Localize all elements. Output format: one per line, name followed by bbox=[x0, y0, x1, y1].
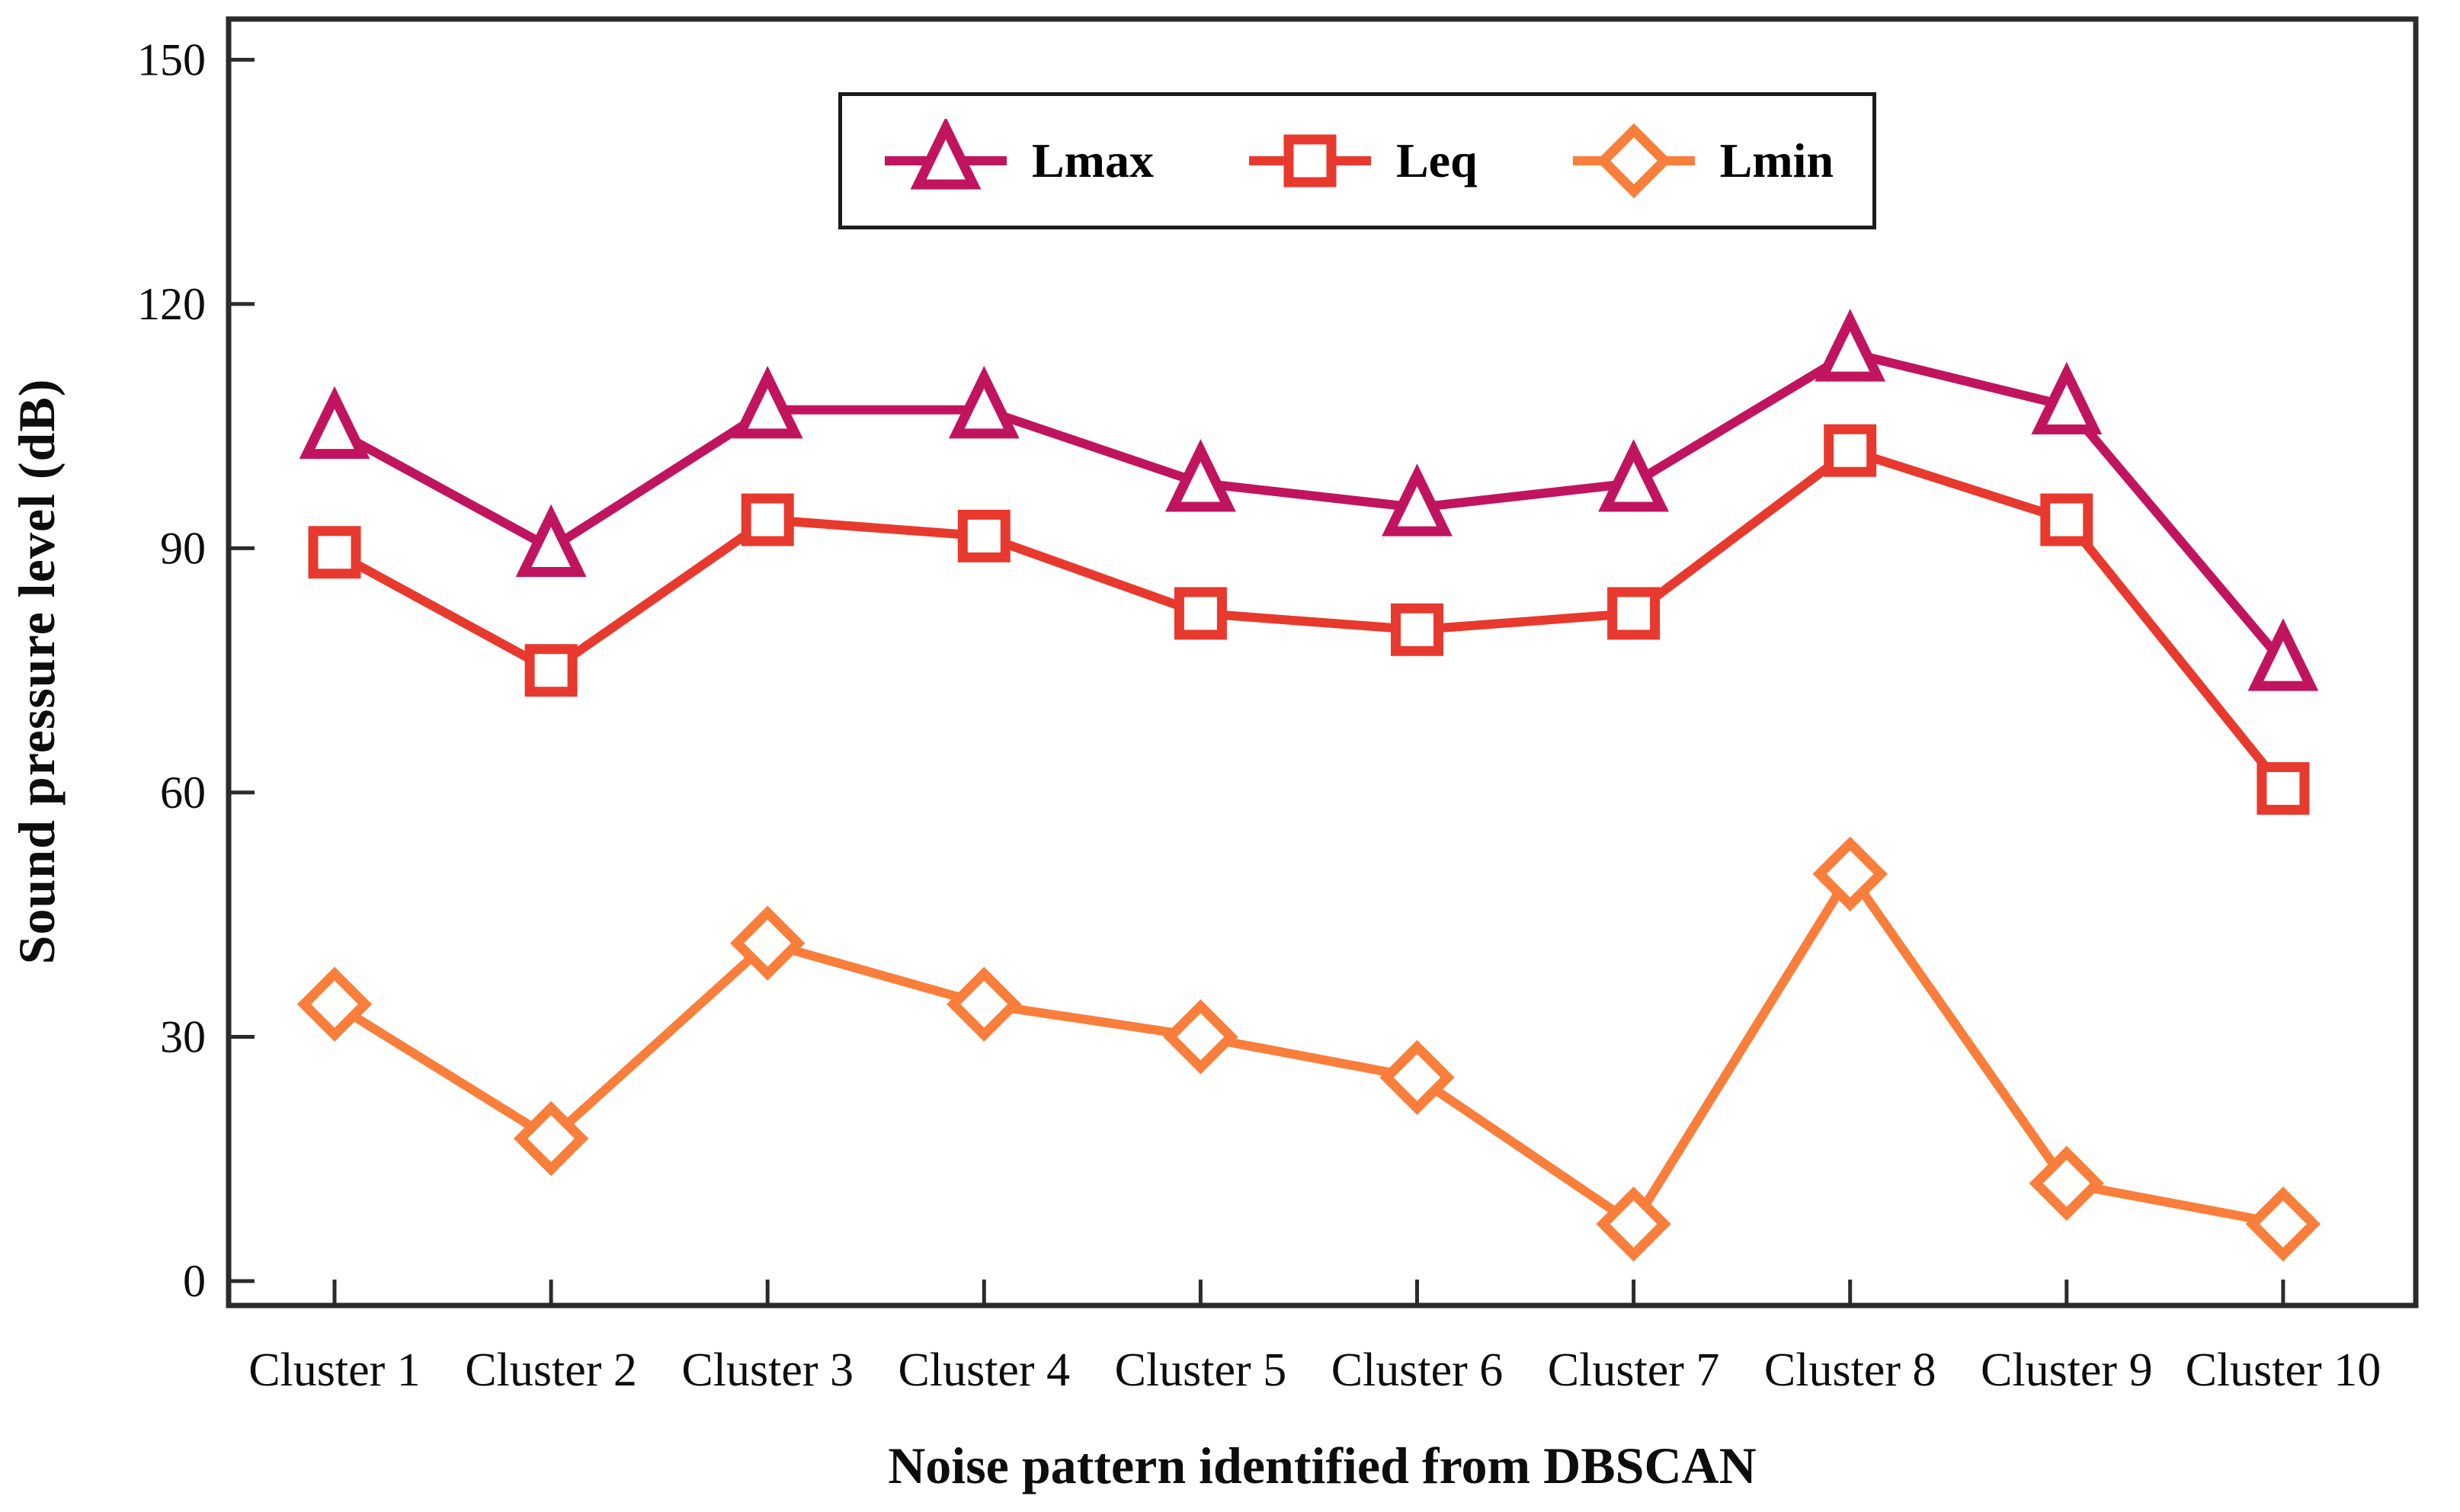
marker-diamond bbox=[513, 1100, 589, 1177]
y-tick-label: 60 bbox=[160, 767, 206, 818]
y-tick-label: 90 bbox=[160, 523, 206, 573]
x-tick-label: Cluster 6 bbox=[1331, 1344, 1504, 1396]
marker-square bbox=[2257, 762, 2310, 815]
series-line-leq bbox=[332, 445, 2287, 792]
x-tick-label: Cluster 4 bbox=[898, 1344, 1070, 1396]
x-tick-label: Cluster 2 bbox=[465, 1344, 637, 1396]
x-tick-label: Cluster 1 bbox=[248, 1344, 421, 1396]
x-tick-label: Cluster 5 bbox=[1115, 1344, 1287, 1396]
marker-triangle bbox=[1165, 439, 1236, 512]
marker-square bbox=[1174, 587, 1227, 640]
marker-diamond bbox=[1379, 1040, 1455, 1116]
legend-square-glyph bbox=[1283, 134, 1337, 187]
marker-diamond bbox=[1812, 836, 1888, 911]
y-tick-label: 30 bbox=[160, 1011, 206, 1062]
legend-entry-leq: Leq bbox=[1245, 119, 1478, 203]
x-tick-label: Cluster 8 bbox=[1764, 1344, 1936, 1396]
marker-triangle bbox=[299, 386, 370, 460]
marker-triangle bbox=[2031, 361, 2103, 435]
legend-diamond-glyph bbox=[1596, 123, 1671, 199]
marker-square bbox=[741, 493, 794, 546]
marker-triangle bbox=[1815, 309, 1886, 382]
marker-diamond bbox=[730, 905, 806, 981]
x-tick-label: Cluster 10 bbox=[2186, 1344, 2382, 1396]
y-axis-title: Sound pressure level (dB) bbox=[8, 378, 66, 965]
marker-diamond bbox=[1596, 1186, 1671, 1262]
marker-diamond bbox=[2245, 1186, 2321, 1262]
y-tick-label: 150 bbox=[137, 34, 206, 85]
legend: Lmax Leq Lmin bbox=[838, 92, 1876, 229]
marker-diamond bbox=[2029, 1145, 2104, 1221]
marker-square bbox=[308, 526, 361, 579]
marker-square bbox=[2040, 493, 2093, 546]
marker-triangle bbox=[732, 366, 803, 439]
legend-label: Leq bbox=[1395, 133, 1478, 187]
marker-triangle bbox=[948, 366, 1020, 439]
x-tick-label: Cluster 9 bbox=[1981, 1344, 2153, 1396]
marker-triangle bbox=[2247, 618, 2319, 691]
marker-triangle bbox=[515, 504, 587, 578]
legend-entry-lmax: Lmax bbox=[881, 119, 1154, 203]
legend-entry-lmin: Lmin bbox=[1569, 119, 1834, 203]
x-tick-label: Cluster 3 bbox=[681, 1344, 854, 1396]
square-legend-marker-icon bbox=[1248, 134, 1371, 187]
diamond-legend-marker-icon bbox=[1572, 123, 1695, 199]
series-line-lmax bbox=[332, 348, 2287, 665]
marker-diamond bbox=[947, 966, 1022, 1042]
triangle-legend-marker-icon bbox=[884, 119, 1007, 190]
x-tick-label: Cluster 7 bbox=[1548, 1344, 1720, 1396]
legend-triangle-glyph bbox=[910, 119, 982, 190]
marker-square bbox=[1824, 424, 1877, 477]
y-tick-label: 0 bbox=[183, 1256, 206, 1306]
x-axis-title: Noise pattern identified from DBSCAN bbox=[888, 1437, 1757, 1494]
marker-diamond bbox=[1163, 999, 1238, 1075]
legend-label: Lmax bbox=[1031, 133, 1154, 187]
plot-border bbox=[226, 16, 2419, 1309]
series-line-lmin bbox=[332, 865, 2285, 1231]
marker-square bbox=[524, 644, 578, 697]
y-tick-label: 120 bbox=[137, 279, 206, 329]
marker-diamond bbox=[296, 966, 373, 1042]
marker-square bbox=[1391, 603, 1443, 656]
marker-square bbox=[1607, 587, 1661, 640]
legend-label: Lmin bbox=[1719, 133, 1834, 187]
marker-triangle bbox=[1598, 439, 1669, 512]
marker-square bbox=[957, 509, 1011, 562]
marker-triangle bbox=[1382, 463, 1453, 537]
